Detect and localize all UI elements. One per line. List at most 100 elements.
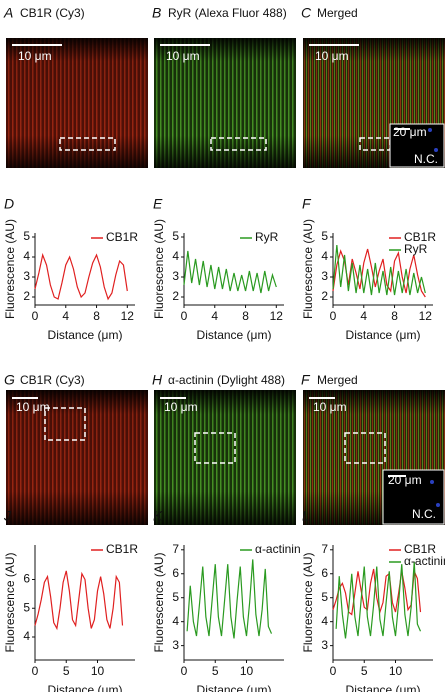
y-axis-label: Fluorescence (AU) (301, 219, 315, 319)
panel-label: A (3, 5, 13, 21)
legend-label: CB1R (106, 542, 138, 556)
panel-title: CB1R (Cy3) (20, 6, 85, 20)
data-line (34, 570, 124, 631)
y-tick-label: 3 (321, 269, 328, 283)
legend-label: CB1R (404, 230, 436, 244)
panel-title: α-actinin (Dylight 488) (168, 373, 285, 387)
panel-title: RyR (Alexa Fluor 488) (168, 6, 287, 20)
legend-label: α-actinin (404, 554, 445, 568)
scale-bar-label: 10 μm (313, 400, 347, 414)
panel-label: G (4, 372, 15, 388)
y-axis-label: Fluorescence (AU) (152, 219, 166, 319)
x-tick-label: 8 (93, 309, 100, 323)
legend-label: α-actinin (255, 542, 301, 556)
y-axis-label: Fluorescence (AU) (3, 552, 17, 652)
x-axis-label: Distance (μm) (346, 683, 421, 692)
x-tick-label: 0 (32, 664, 39, 678)
y-tick-label: 3 (172, 638, 179, 652)
y-tick-label: 4 (321, 614, 328, 628)
scale-bar-label: 10 μm (16, 400, 50, 414)
x-tick-label: 0 (181, 664, 188, 678)
y-tick-label: 6 (172, 566, 179, 580)
panel-label: L (302, 508, 310, 524)
y-tick-label: 2 (23, 289, 30, 303)
y-tick-label: 3 (23, 269, 30, 283)
y-axis-label: Fluorescence (AU) (152, 552, 166, 652)
x-tick-label: 5 (361, 664, 368, 678)
data-line (186, 559, 273, 639)
x-tick-label: 4 (62, 309, 69, 323)
x-tick-label: 0 (32, 309, 39, 323)
x-tick-label: 8 (391, 309, 398, 323)
panel-title: Merged (317, 373, 358, 387)
panel-label: D (4, 196, 14, 212)
legend-label: RyR (404, 242, 428, 256)
panel-label: C (301, 5, 312, 21)
data-line (34, 252, 128, 301)
inset-scale-label: 20 μm (388, 473, 422, 487)
x-tick-label: 10 (389, 664, 403, 678)
y-tick-label: 6 (23, 572, 30, 586)
data-line (183, 250, 277, 294)
panel-label: K (153, 508, 163, 524)
inset-note: N.C. (414, 152, 438, 166)
x-tick-label: 10 (240, 664, 254, 678)
panel-label: F (302, 196, 312, 212)
x-tick-label: 12 (121, 309, 135, 323)
y-axis-label: Fluorescence (AU) (3, 219, 17, 319)
image-panel: A CB1R (Cy3) 10 μm (3, 5, 148, 168)
x-axis-label: Distance (μm) (346, 328, 421, 342)
y-tick-label: 7 (321, 542, 328, 556)
x-tick-label: 0 (330, 664, 337, 678)
y-tick-label: 5 (23, 600, 30, 614)
image-panel: B RyR (Alexa Fluor 488) 10 μm (152, 5, 296, 168)
x-tick-label: 0 (330, 309, 337, 323)
x-axis-label: Distance (μm) (197, 328, 272, 342)
scale-bar-label: 10 μm (18, 49, 52, 63)
y-tick-label: 4 (321, 249, 328, 263)
scale-bar-label: 10 μm (315, 49, 349, 63)
x-tick-label: 12 (419, 309, 433, 323)
y-tick-label: 4 (23, 629, 30, 643)
legend-label: RyR (255, 230, 279, 244)
data-line (332, 244, 426, 296)
image-panel: H α-actinin (Dylight 488) 10 μm (152, 372, 296, 525)
image-panel: F Merged 10 μm 20 μm N.C. (301, 372, 445, 525)
y-tick-label: 6 (321, 566, 328, 580)
panel-label: E (153, 196, 163, 212)
x-tick-label: 5 (63, 664, 70, 678)
y-tick-label: 4 (23, 249, 30, 263)
y-tick-label: 7 (172, 542, 179, 556)
y-tick-label: 5 (172, 229, 179, 243)
y-axis-label: Fluorescence (AU) (301, 552, 315, 652)
data-line (335, 561, 422, 639)
y-tick-label: 5 (23, 229, 30, 243)
y-tick-label: 5 (321, 590, 328, 604)
inset-scale-label: 20 μm (393, 125, 427, 139)
y-tick-label: 3 (321, 638, 328, 652)
x-axis-label: Distance (μm) (48, 328, 123, 342)
panel-title: Merged (317, 6, 358, 20)
inset-note: N.C. (412, 507, 436, 521)
y-tick-label: 4 (172, 249, 179, 263)
panel-label: J (3, 508, 12, 524)
x-axis-label: Distance (μm) (197, 683, 272, 692)
x-tick-label: 4 (360, 309, 367, 323)
y-tick-label: 2 (321, 289, 328, 303)
y-tick-label: 5 (172, 590, 179, 604)
data-line (332, 248, 426, 298)
x-tick-label: 8 (242, 309, 249, 323)
x-axis-label: Distance (μm) (48, 683, 123, 692)
legend-label: CB1R (106, 230, 138, 244)
y-tick-label: 2 (172, 289, 179, 303)
scale-bar-label: 10 μm (164, 400, 198, 414)
x-tick-label: 5 (212, 664, 219, 678)
y-tick-label: 5 (321, 229, 328, 243)
panel-label: F (301, 372, 311, 388)
data-line (332, 568, 422, 616)
legend-label: CB1R (404, 542, 436, 556)
x-tick-label: 10 (91, 664, 105, 678)
y-tick-label: 3 (172, 269, 179, 283)
x-tick-label: 0 (181, 309, 188, 323)
image-panel: C Merged 10 μm 20 μm N.C. (301, 5, 445, 168)
